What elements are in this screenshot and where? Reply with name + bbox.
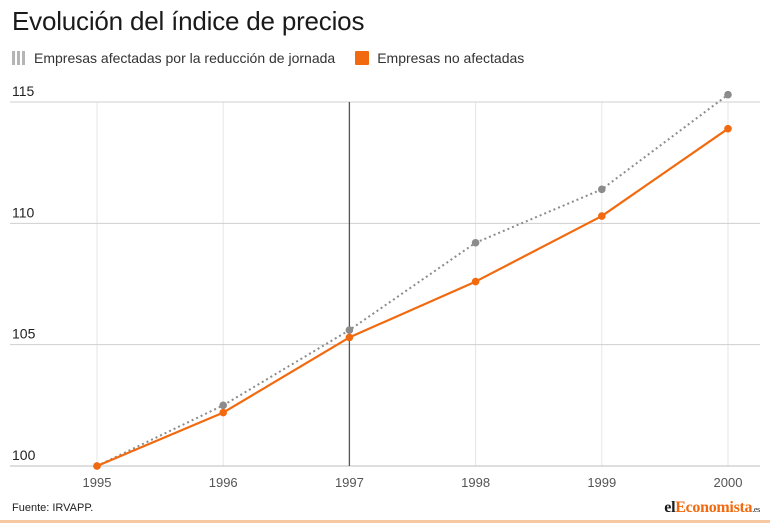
brand-suffix: .es	[752, 505, 760, 514]
x-tick-label-1995: 1995	[83, 475, 112, 490]
data-point-unaffected-1999	[598, 212, 606, 220]
legend-label-affected: Empresas afectadas por la reducción de j…	[34, 50, 336, 66]
legend-label-unaffected: Empresas no afectadas	[377, 50, 525, 66]
x-tick-label-1998: 1998	[461, 475, 490, 490]
legend-swatch-affected	[12, 51, 26, 65]
series-line-unaffected	[96, 127, 729, 468]
y-tick-label-110: 110	[12, 204, 35, 220]
chart-legend: Empresas afectadas por la reducción de j…	[12, 48, 544, 68]
legend-swatch-unaffected	[355, 51, 370, 65]
data-point-unaffected-1995	[93, 462, 101, 470]
series-line-affected	[96, 93, 729, 467]
x-tick-label-1997: 1997	[335, 475, 364, 490]
chart-title: Evolución del índice de precios	[12, 6, 365, 36]
data-point-affected-1998	[471, 238, 480, 247]
data-point-unaffected-2000	[724, 124, 732, 133]
brand-prefix: el	[664, 499, 676, 516]
bottom-accent-bar	[0, 520, 770, 523]
data-point-unaffected-1998	[471, 277, 480, 286]
brand-logo: elEconomista.es	[664, 499, 760, 517]
data-point-unaffected-1997	[345, 333, 354, 342]
data-point-unaffected-1996	[219, 408, 227, 417]
line-chart: 100 105 110 115 1995 1996 1997 1998 1999 2000	[10, 83, 760, 490]
data-point-affected-1996	[219, 401, 227, 410]
x-tick-label-1996: 1996	[209, 475, 238, 490]
x-tick-label-2000: 2000	[714, 475, 743, 490]
legend-item-affected: Empresas afectadas por la reducción de j…	[12, 50, 335, 66]
data-point-affected-1999	[598, 185, 606, 194]
data-point-affected-1997	[345, 326, 354, 334]
source-note: Fuente: IRVAPP.	[12, 502, 94, 514]
x-tick-label-1999: 1999	[587, 475, 616, 490]
y-tick-label-100: 100	[12, 447, 36, 463]
legend-item-unaffected: Empresas no afectadas	[355, 50, 524, 66]
data-point-affected-2000	[724, 90, 732, 99]
y-tick-label-105: 105	[12, 326, 36, 342]
y-tick-label-115: 115	[12, 83, 35, 99]
brand-accent: Economista	[675, 499, 753, 516]
